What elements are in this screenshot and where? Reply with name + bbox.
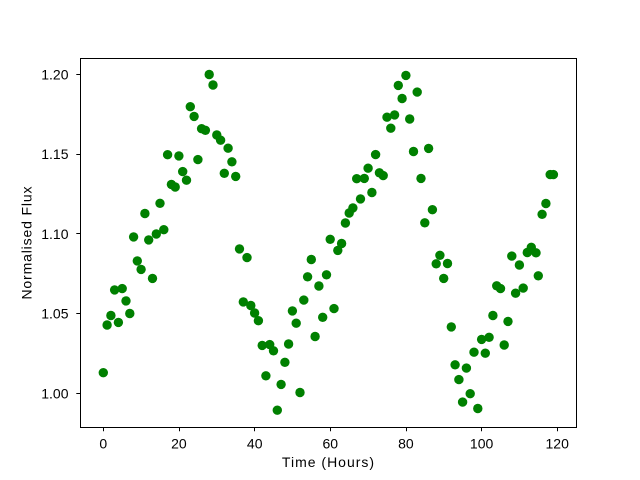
svg-text:120: 120 <box>546 435 570 451</box>
svg-text:60: 60 <box>323 435 339 451</box>
svg-text:1.20: 1.20 <box>41 66 68 82</box>
svg-text:Time (Hours): Time (Hours) <box>282 454 375 470</box>
svg-text:1.05: 1.05 <box>41 306 68 322</box>
svg-text:Normalised Flux: Normalised Flux <box>19 186 35 300</box>
svg-text:1.15: 1.15 <box>41 146 68 162</box>
svg-text:20: 20 <box>171 435 187 451</box>
svg-text:1.10: 1.10 <box>41 226 68 242</box>
svg-text:0: 0 <box>99 435 107 451</box>
svg-text:80: 80 <box>398 435 414 451</box>
svg-text:1.00: 1.00 <box>41 386 68 402</box>
svg-text:100: 100 <box>470 435 494 451</box>
svg-text:40: 40 <box>247 435 263 451</box>
